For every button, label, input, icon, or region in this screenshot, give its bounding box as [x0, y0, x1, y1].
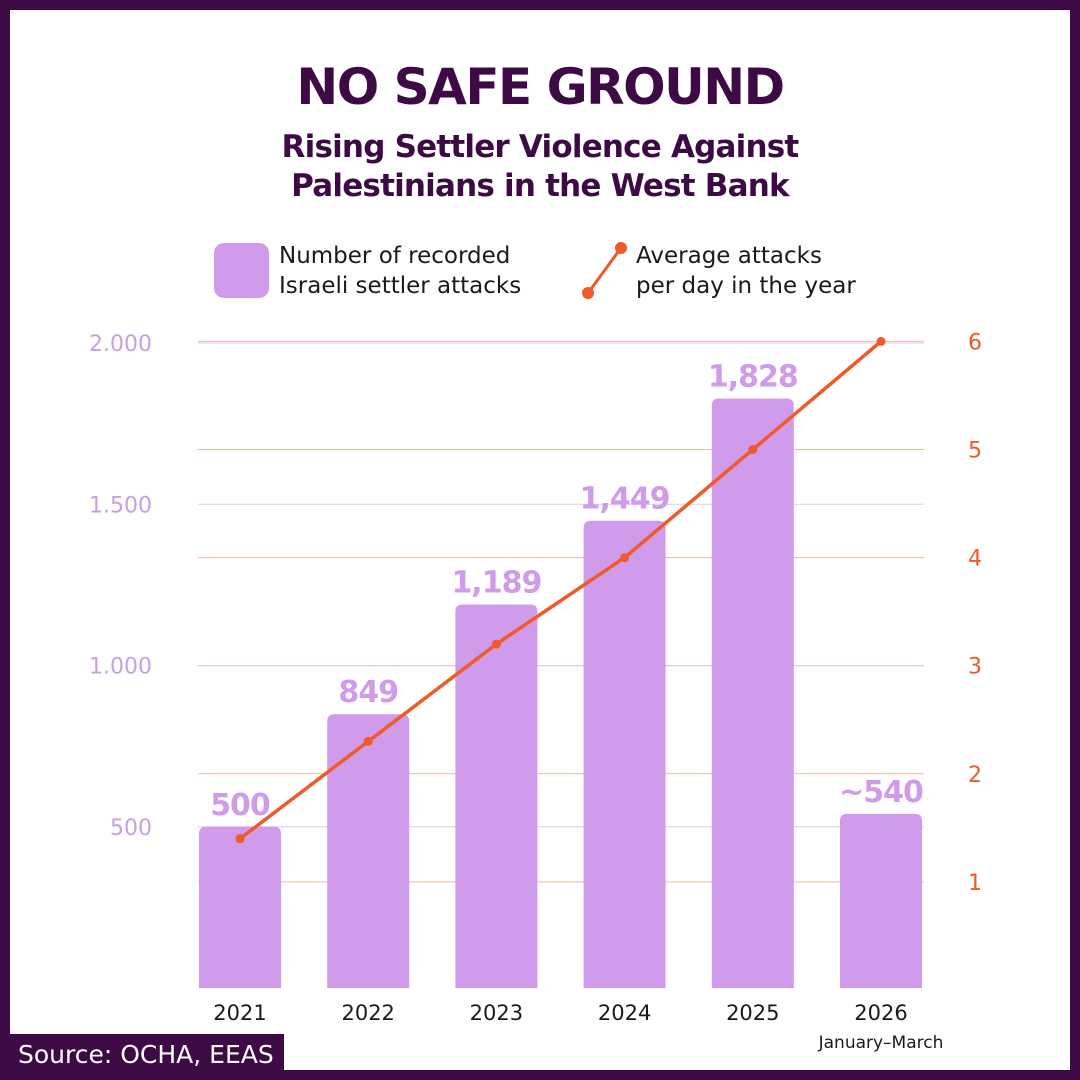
- right-axis-tick-label: 6: [968, 330, 982, 355]
- chart-title: NO SAFE GROUND: [296, 58, 785, 116]
- bar-value-label-2021: 500: [210, 788, 270, 823]
- source-label: Source: OCHA, EEAS: [0, 1034, 284, 1077]
- legend-line-label-line-1: Average attacks: [636, 243, 822, 269]
- subtitle-line-1: Rising Settler Violence Against: [281, 129, 800, 165]
- bar-value-label-2022: 849: [338, 675, 398, 710]
- line-point-2026: [876, 336, 886, 346]
- line-point-2023: [491, 639, 501, 649]
- legend-bar-label: Number of recorded Israeli settler attac…: [279, 241, 521, 301]
- legend-line-swatch: [582, 242, 627, 299]
- left-axis-tick-label: 500: [110, 816, 152, 841]
- bar-2022: [327, 714, 410, 988]
- bar-2024: [583, 520, 666, 988]
- right-axis-tick-label: 5: [968, 439, 982, 464]
- legend-line-label: Average attacks per day in the year: [636, 241, 856, 301]
- bar-value-label-2026: ~540: [839, 775, 923, 810]
- legend-bar-label-line-1: Number of recorded: [279, 243, 511, 269]
- line-point-2025: [748, 445, 758, 454]
- bar-2023: [455, 604, 538, 988]
- x-axis-label-2023: 2023: [470, 1001, 523, 1025]
- bar-value-label-2025: 1,828: [708, 359, 798, 394]
- line-point-2021: [235, 834, 245, 844]
- bar-2026: [840, 813, 922, 988]
- line-series-path: [238, 340, 883, 841]
- x-axis-label-2026: 2026: [854, 1001, 907, 1025]
- right-axis-tick-label: 4: [968, 547, 982, 572]
- bar-2021: [199, 826, 281, 988]
- x-axis-label-2021: 2021: [213, 1001, 266, 1025]
- right-axis-tick-label: 2: [968, 763, 982, 788]
- right-axis-tick-label: 1: [968, 871, 982, 896]
- legend-bar-label-line-2: Israeli settler attacks: [279, 273, 522, 299]
- left-axis-tick-label: 1.500: [89, 493, 152, 518]
- right-axis-tick-label: 3: [968, 655, 982, 680]
- x-axis-note-2026: January–March: [818, 1033, 944, 1053]
- left-axis-tick-label: 1.000: [89, 655, 152, 680]
- chart-subtitle: Rising Settler Violence Against Palestin…: [0, 128, 1080, 206]
- x-axis-label-2022: 2022: [341, 1001, 394, 1025]
- legend-line-label-line-2: per day in the year: [636, 273, 856, 299]
- bar-value-label-2024: 1,449: [580, 482, 670, 517]
- line-point-2022: [363, 736, 373, 746]
- x-axis-label-2025: 2025: [726, 1001, 779, 1025]
- bar-value-label-2023: 1,189: [451, 566, 541, 601]
- subtitle-line-2: Palestinians in the West Bank: [291, 168, 789, 204]
- legend-bar-swatch: [214, 243, 269, 298]
- bar-2025: [711, 398, 794, 989]
- line-point-2024: [620, 553, 630, 563]
- left-axis-tick-label: 2.000: [89, 332, 152, 357]
- x-axis-label-2024: 2024: [598, 1001, 651, 1025]
